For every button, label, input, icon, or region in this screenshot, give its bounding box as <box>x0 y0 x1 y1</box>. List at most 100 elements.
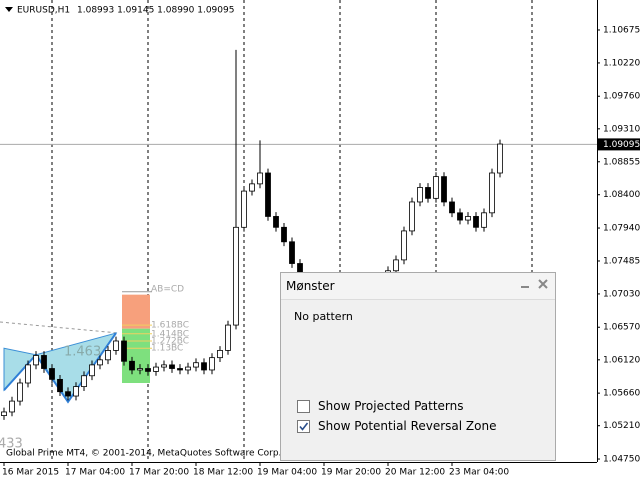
price-tag <box>598 138 640 151</box>
candle-body <box>177 368 183 371</box>
option[interactable]: Show Projected Patterns <box>297 399 464 413</box>
candle-body <box>489 172 495 214</box>
y-tick-label: 1.06120 <box>603 355 640 365</box>
candle-body <box>233 226 239 326</box>
option[interactable]: Show Potential Reversal Zone <box>297 419 496 433</box>
candle-body <box>289 241 295 264</box>
candle-body <box>9 400 15 413</box>
candle-body <box>393 259 399 272</box>
candle-body <box>81 375 87 388</box>
status: No pattern <box>294 310 353 323</box>
candle-body <box>209 357 215 371</box>
candle-body <box>121 340 127 362</box>
option-label: Show Projected Patterns <box>318 399 464 413</box>
footer: Global Prime MT4, © 2001-2014, MetaQuote… <box>6 449 281 459</box>
candle-body <box>89 364 95 377</box>
dialog: Mønster No pattern Show Projected Patter… <box>280 272 556 461</box>
candle-body <box>417 187 423 203</box>
checkmark <box>299 422 309 431</box>
window-buttons <box>519 278 549 293</box>
x-tick-label: 17 Mar 04:00 <box>65 468 125 478</box>
y-tick-label: 1.09310 <box>603 124 640 134</box>
x-tick-label: 19 Mar 20:00 <box>321 468 381 478</box>
prz-label: 1.618BC <box>151 321 189 331</box>
y-tick-label: 1.05660 <box>603 389 640 399</box>
candle-body <box>185 366 191 371</box>
menu-arrow[interactable] <box>5 7 13 12</box>
window-icons <box>521 279 548 289</box>
candle-body <box>273 216 279 228</box>
candle-body <box>161 364 167 368</box>
candle-body <box>217 350 223 359</box>
candle-body <box>473 216 479 228</box>
y-tick-label: 1.10675 <box>603 25 640 35</box>
candle-body <box>105 350 111 361</box>
candle-body <box>137 368 143 371</box>
x-tick-label: 17 Mar 20:00 <box>129 468 189 478</box>
candle-body <box>169 364 175 369</box>
candle-body <box>457 212 463 221</box>
y-tick-label: 1.04750 <box>603 455 640 465</box>
checkbox[interactable] <box>297 419 310 433</box>
candle-body <box>401 230 407 261</box>
y-tick-label: 1.05210 <box>603 421 640 431</box>
dialog-titlebar: Mønster <box>281 273 555 300</box>
candle-body <box>25 364 31 384</box>
prz-label: 1.13BC <box>151 344 183 354</box>
x-tick-label: 16 Mar 2015 <box>2 468 59 478</box>
candle-body <box>145 368 151 372</box>
candle-body <box>153 366 159 372</box>
candle-body <box>17 382 23 402</box>
candle-body <box>281 226 287 243</box>
prz-zone <box>122 294 150 329</box>
prz-label: 1.272BC <box>151 336 189 346</box>
y-tick-label: 1.07030 <box>603 289 640 299</box>
prz-label: AB=CD <box>151 284 184 294</box>
y-tick-label: 1.09760 <box>603 92 640 102</box>
candle-body <box>409 201 415 232</box>
candle-body <box>441 176 447 203</box>
candle-body <box>97 359 103 366</box>
pattern-corner: 433 <box>0 437 23 452</box>
symbol: EURUSD,H1 <box>17 6 70 16</box>
candle-body <box>241 190 247 228</box>
option-label: Show Potential Reversal Zone <box>318 419 497 433</box>
candle-body <box>433 176 439 199</box>
y-tick-label: 1.06570 <box>603 323 640 333</box>
prz-label: 1.414BC <box>151 329 189 339</box>
candle-body <box>49 368 55 380</box>
pattern-guide <box>0 321 119 334</box>
candle-body <box>33 355 39 366</box>
candle-body <box>497 143 503 174</box>
candle-body <box>449 201 455 214</box>
close[interactable] <box>538 279 548 289</box>
x-tick-label: 19 Mar 04:00 <box>257 468 317 478</box>
y-tick-label: 1.08855 <box>603 157 640 167</box>
candle-body <box>425 187 431 199</box>
candle-body <box>257 172 263 185</box>
candle-body <box>225 324 231 351</box>
candle-body <box>65 391 71 397</box>
candle-body <box>201 362 207 371</box>
candle-body <box>113 340 119 351</box>
y-tick-label: 1.07940 <box>603 224 640 234</box>
candle-body <box>1 411 7 416</box>
pattern-ratio: 1.463 <box>64 345 101 360</box>
candle-body <box>465 216 471 221</box>
y-tick-label: 1.10220 <box>603 58 640 68</box>
price-tag-label: 1.09095 <box>603 140 640 150</box>
x-tick-label: 18 Mar 12:00 <box>193 468 253 478</box>
y-tick-label: 1.08400 <box>603 190 640 200</box>
checkbox[interactable] <box>297 399 310 413</box>
candle-body <box>265 172 271 217</box>
candle-body <box>249 183 255 192</box>
x-tick-label: 23 Mar 04:00 <box>449 468 509 478</box>
candle-body <box>73 386 79 397</box>
candle-body <box>57 378 63 393</box>
y-tick-label: 1.07485 <box>603 256 640 266</box>
quote: 1.08993 1.09145 1.08990 1.09095 <box>77 6 234 16</box>
candle-body <box>129 360 135 371</box>
candle-body <box>481 212 487 228</box>
candle-body <box>41 355 47 369</box>
